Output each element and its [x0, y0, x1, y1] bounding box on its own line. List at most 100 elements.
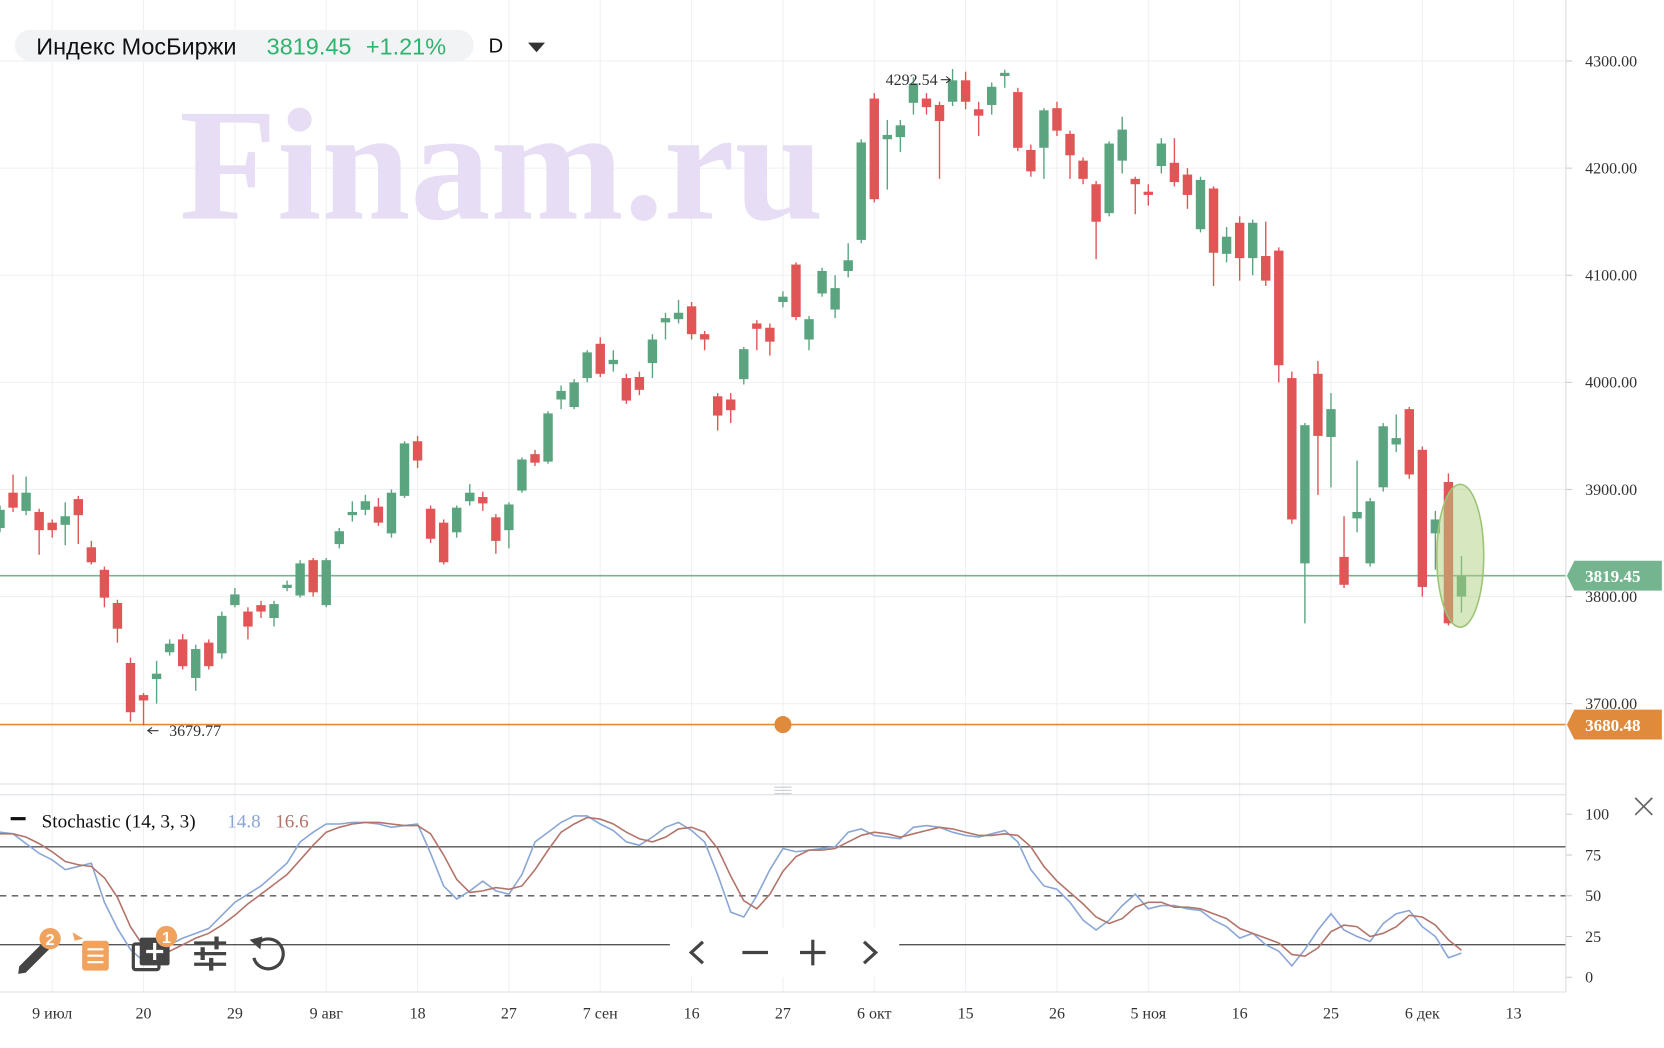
interval[interactable]: D [489, 35, 504, 57]
candle-body [0, 509, 5, 529]
toolbar[interactable]: 2 1 [18, 925, 900, 978]
stochastic-panel [0, 815, 1566, 968]
candle-body [1156, 143, 1167, 167]
candle-body [504, 504, 514, 531]
candle-body [804, 319, 814, 340]
candle-body [1000, 72, 1010, 77]
y-tick-label: 100 [1585, 807, 1609, 824]
candle-body [1352, 511, 1362, 519]
candle-body [112, 602, 123, 629]
x-tick-label: 6 окт [857, 1006, 892, 1023]
draw-tool[interactable] [18, 942, 50, 974]
candle-body [921, 98, 932, 108]
candle-body [243, 611, 253, 627]
interval-dropdown[interactable] [528, 42, 546, 53]
candle-body [1052, 108, 1062, 131]
candle-body [151, 673, 162, 680]
candle-body [1195, 179, 1206, 230]
candle-body [1130, 178, 1140, 185]
x-tick-label: 18 [410, 1006, 426, 1023]
x-tick-label: 25 [1323, 1006, 1339, 1023]
candle-body [177, 639, 188, 667]
x-tick-label: 5 ноя [1130, 1006, 1166, 1023]
candle-body [1078, 160, 1088, 179]
reset-tool[interactable] [249, 936, 285, 971]
candle-body [791, 264, 801, 318]
candle-body [608, 359, 618, 365]
candle-body [1378, 426, 1388, 488]
candle-body [191, 649, 201, 678]
candle-body [830, 288, 840, 310]
candle-body [60, 516, 70, 525]
candle-body [987, 86, 997, 105]
candle-body [269, 604, 279, 618]
candle-body [21, 492, 31, 511]
candle-body [1091, 184, 1101, 222]
candle-body [621, 378, 632, 401]
candle-body [595, 343, 605, 374]
candle-body [1287, 378, 1297, 520]
settings-tool[interactable] [194, 936, 227, 971]
candle-body [478, 496, 488, 504]
x-tick-label: 9 авг [310, 1006, 344, 1023]
candle-body [47, 522, 57, 531]
candle-body [125, 662, 136, 713]
scroll-left[interactable] [688, 940, 705, 965]
panel-resize-handle[interactable] [774, 786, 792, 795]
candle-body [739, 349, 749, 380]
candle-body [1391, 438, 1401, 445]
candle-body [321, 560, 331, 606]
indicator-line [0, 815, 1462, 968]
x-tick-label: 16 [1232, 1006, 1248, 1023]
candle-body [569, 382, 579, 407]
y-tick-label: 3800.00 [1585, 589, 1637, 606]
candle-body [752, 323, 762, 329]
indicator-name: Stochastic (14, 3, 3) [42, 812, 196, 833]
candle-body [138, 695, 149, 701]
x-tick-label: 20 [136, 1006, 152, 1023]
candle-body [1261, 255, 1271, 281]
candle-body [34, 511, 44, 531]
x-tick-label: 6 дек [1405, 1006, 1440, 1023]
level-tag: 3680.48 [1585, 716, 1640, 735]
zoom-in[interactable] [800, 939, 826, 966]
candle-body [1326, 409, 1336, 437]
candle-body [1234, 222, 1245, 259]
candle-body [947, 80, 958, 102]
candle-body [765, 327, 775, 342]
x-tick-label: 15 [958, 1006, 974, 1023]
indicator-line [0, 816, 1462, 957]
candle-body [412, 441, 423, 461]
candle-body [895, 125, 906, 138]
candle-body [556, 390, 566, 400]
scroll-right[interactable] [862, 940, 879, 965]
grid [0, 0, 1566, 992]
watermark: Finam.ru [179, 76, 823, 254]
y-tick-label: 50 [1585, 888, 1601, 905]
candle-body [334, 531, 344, 545]
candle-body [699, 334, 710, 340]
candle-body [634, 377, 645, 390]
badge-count: 2 [46, 932, 55, 949]
collapse-button[interactable] [10, 817, 26, 821]
candle-body [778, 296, 788, 303]
close-indicator[interactable] [1634, 797, 1653, 816]
y-tick-label: 4300.00 [1585, 53, 1637, 70]
candle-body [256, 605, 266, 612]
candle-body [99, 569, 110, 598]
candle-body [8, 492, 18, 508]
candle-body [282, 584, 292, 588]
candle-body [452, 507, 462, 533]
candle-body [869, 98, 879, 200]
candle-body [1104, 143, 1114, 214]
candle-body [1247, 222, 1258, 259]
candle-body [438, 522, 449, 563]
x-tick-label: 16 [684, 1006, 700, 1023]
candle-body [908, 83, 919, 103]
candle-body [347, 511, 358, 516]
candle-body [1313, 373, 1323, 436]
max-annotation: 4292.54 [886, 72, 938, 89]
template-tool[interactable] [72, 932, 109, 971]
x-tick-label: 27 [775, 1006, 791, 1023]
